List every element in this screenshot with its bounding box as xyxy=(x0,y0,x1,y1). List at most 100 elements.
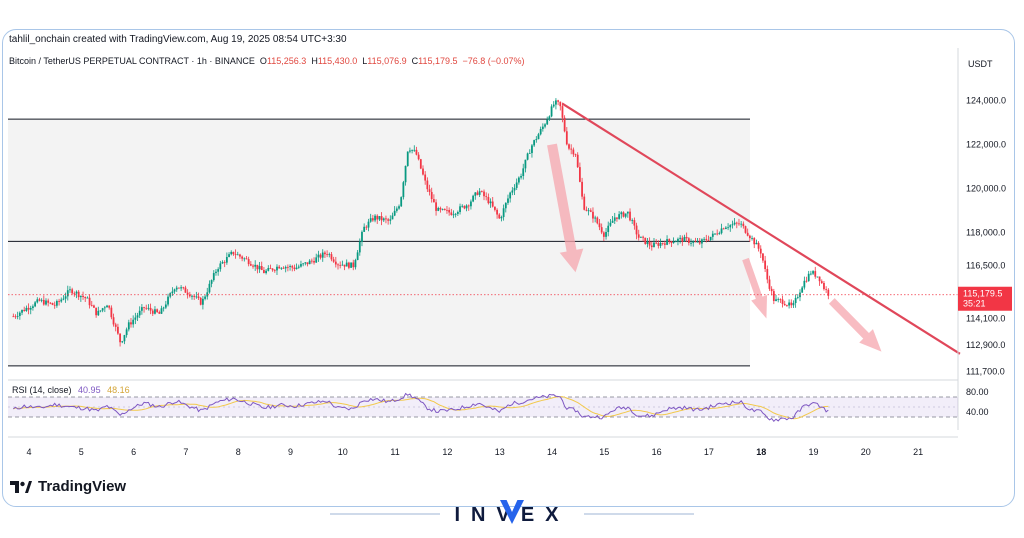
tradingview-logo[interactable]: TradingView xyxy=(10,478,126,495)
candle-body-173 xyxy=(389,219,392,221)
candle-body-119 xyxy=(271,268,274,271)
candle-body-117 xyxy=(267,268,270,271)
time-tick-20: 20 xyxy=(861,447,871,457)
candle-body-372 xyxy=(823,282,825,290)
close-label: C xyxy=(411,56,419,66)
candle-body-257 xyxy=(572,149,575,155)
candle-body-126 xyxy=(286,266,289,268)
candle-body-219 xyxy=(489,201,492,204)
tradingview-wordmark: TradingView xyxy=(38,478,127,495)
candle-body-315 xyxy=(698,241,701,244)
candle-body-339 xyxy=(751,238,753,239)
candle-body-334 xyxy=(740,223,743,225)
candle-body-38 xyxy=(95,307,98,316)
candle-body-5 xyxy=(23,309,26,311)
price-tick-2: 120,000.0 xyxy=(966,184,1006,194)
symbol-name[interactable]: Bitcoin / TetherUS PERPETUAL CONTRACT · … xyxy=(9,56,255,66)
candle-body-214 xyxy=(478,191,481,195)
candle-body-68 xyxy=(160,308,163,314)
candle-body-205 xyxy=(459,206,461,213)
rsi-title: RSI (14, close) xyxy=(12,385,72,395)
candle-body-98 xyxy=(225,256,228,263)
candle-body-128 xyxy=(291,266,294,268)
candle-body-235 xyxy=(524,159,527,169)
candle-body-109 xyxy=(249,264,252,266)
candle-body-107 xyxy=(245,258,248,260)
candle-body-2 xyxy=(16,315,19,317)
candle-body-268 xyxy=(596,217,599,224)
price-tick-6: 112,900.0 xyxy=(966,340,1005,350)
candle-body-332 xyxy=(735,222,738,224)
candle-body-250 xyxy=(557,100,560,102)
candle-body-64 xyxy=(151,310,154,314)
candle-body-317 xyxy=(703,238,706,240)
change-value: −76.8 (−0.07%) xyxy=(462,56,525,66)
candle-body-227 xyxy=(507,198,509,203)
candle-body-156 xyxy=(352,262,355,268)
range-box xyxy=(8,119,750,366)
candle-body-58 xyxy=(138,310,141,316)
candle-body-133 xyxy=(302,263,305,265)
candle-body-106 xyxy=(243,258,246,260)
candle-body-86 xyxy=(199,297,202,305)
candle-body-292 xyxy=(648,241,651,246)
candle-body-100 xyxy=(230,251,233,255)
candle-body-262 xyxy=(583,196,586,210)
candle-body-295 xyxy=(655,242,658,244)
candle-body-210 xyxy=(470,201,472,207)
candle-body-208 xyxy=(465,205,468,209)
candle-body-320 xyxy=(709,236,712,241)
candle-body-96 xyxy=(221,262,224,264)
price-tick-4: 116,500.0 xyxy=(966,261,1005,271)
rsi-ma-value: 48.16 xyxy=(107,385,130,395)
candle-body-145 xyxy=(328,254,331,256)
candle-body-53 xyxy=(127,322,130,330)
candle-body-298 xyxy=(661,242,664,244)
candle-body-236 xyxy=(526,153,529,160)
candle-body-369 xyxy=(816,276,819,278)
candle-body-93 xyxy=(215,271,217,274)
candle-body-43 xyxy=(106,305,108,308)
price-axis[interactable]: 124,000.0 122,000.0 120,000.0 118,000.0 116,… xyxy=(957,48,1012,430)
candle-body-340 xyxy=(753,238,756,245)
candle-body-253 xyxy=(563,117,566,132)
candle-body-82 xyxy=(191,295,193,297)
candle-body-14 xyxy=(42,299,45,305)
candle-body-273 xyxy=(607,225,610,233)
candle-body-174 xyxy=(391,215,394,220)
candle-body-242 xyxy=(539,129,542,135)
candle-body-152 xyxy=(343,264,346,267)
candle-body-225 xyxy=(502,208,505,218)
candle-body-41 xyxy=(101,308,104,311)
horizontal-levels xyxy=(8,118,750,367)
candle-body-103 xyxy=(236,254,239,256)
candle-body-247 xyxy=(550,106,553,117)
candle-body-209 xyxy=(467,205,470,207)
time-tick-21: 21 xyxy=(913,447,923,457)
candle-body-352 xyxy=(779,299,782,300)
candle-body-132 xyxy=(300,264,302,267)
candle-body-281 xyxy=(624,213,627,217)
candle-body-297 xyxy=(659,242,662,246)
candle-body-373 xyxy=(825,289,828,290)
candle-body-10 xyxy=(34,302,37,307)
candle-body-88 xyxy=(204,296,206,299)
candle-body-162 xyxy=(365,226,368,228)
candle-body-61 xyxy=(145,307,148,309)
candle-body-169 xyxy=(380,216,383,221)
candle-body-319 xyxy=(707,239,710,241)
candle-body-291 xyxy=(646,241,649,244)
candle-body-97 xyxy=(223,262,226,263)
candle-body-4 xyxy=(21,309,23,313)
candle-body-175 xyxy=(393,210,396,216)
time-axis[interactable]: 4 5 6 7 8 9 10 11 12 13 14 15 16 17 18 19 20 21 xyxy=(8,436,958,457)
candle-body-345 xyxy=(764,260,767,270)
candle-body-245 xyxy=(546,119,549,125)
candle-body-277 xyxy=(616,217,618,219)
candle-body-34 xyxy=(86,297,89,299)
candle-body-102 xyxy=(234,254,237,255)
candle-body-194 xyxy=(435,202,437,211)
price-chart[interactable]: 124,000.0 122,000.0 120,000.0 118,000.0 116,… xyxy=(0,0,1024,460)
candle-body-105 xyxy=(241,256,244,259)
candle-body-151 xyxy=(341,264,344,266)
